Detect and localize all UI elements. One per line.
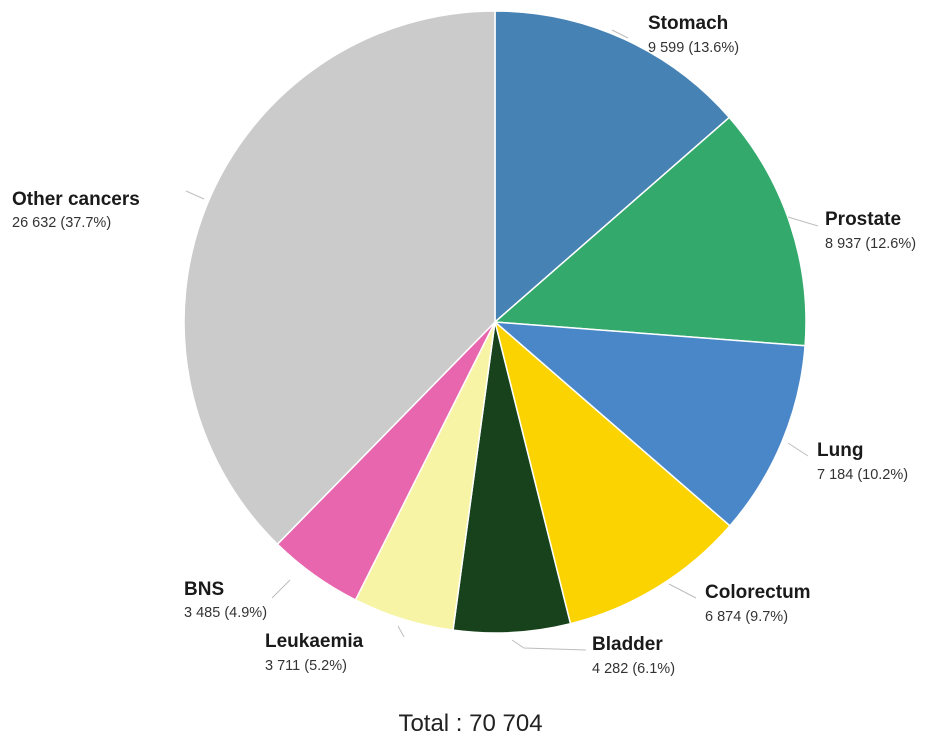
slice-value-stomach: 9 599 (13.6%)	[648, 40, 739, 56]
pie-slice-colorectum	[493, 319, 731, 625]
slice-value-other-cancers: 26 632 (37.7%)	[12, 215, 111, 231]
slice-label-prostate: Prostate	[825, 209, 901, 230]
leader-line-colorectum	[668, 583, 697, 599]
slice-label-bns: BNS	[184, 579, 224, 600]
slice-value-lung: 7 184 (10.2%)	[817, 467, 908, 483]
leader-line-stomach	[611, 29, 629, 39]
pie-slice-bladder	[452, 321, 572, 634]
pie-slice-other-cancers	[183, 10, 496, 546]
slice-value-colorectum: 6 874 (9.7%)	[705, 609, 788, 625]
leader-line-leukaemia	[397, 625, 405, 638]
slice-value-bladder: 4 282 (6.1%)	[592, 661, 675, 677]
total-label: Total : 70 704	[398, 710, 543, 737]
slice-label-leukaemia: Leukaemia	[265, 631, 364, 652]
slice-label-lung: Lung	[817, 440, 863, 461]
leader-line-bladder	[511, 639, 587, 651]
slice-label-stomach: Stomach	[648, 13, 728, 34]
leader-line-bns	[271, 579, 291, 599]
slice-label-bladder: Bladder	[592, 634, 663, 655]
slice-label-other-cancers: Other cancers	[12, 189, 140, 210]
slice-label-colorectum: Colorectum	[705, 582, 811, 603]
pie-slice-prostate	[493, 116, 807, 347]
slice-value-prostate: 8 937 (12.6%)	[825, 236, 916, 252]
leader-line-prostate	[787, 216, 819, 227]
slice-value-leukaemia: 3 711 (5.2%)	[265, 658, 347, 674]
leader-line-other-cancers	[185, 190, 205, 200]
leader-line-lung	[787, 442, 809, 457]
pie-slice-lung	[492, 321, 806, 527]
pie-slice-stomach	[494, 10, 731, 324]
pie-chart: Stomach 9 599 (13.6%) Prostate 8 937 (12.6%…	[12, 10, 916, 677]
slice-value-bns: 3 485 (4.9%)	[184, 605, 267, 621]
